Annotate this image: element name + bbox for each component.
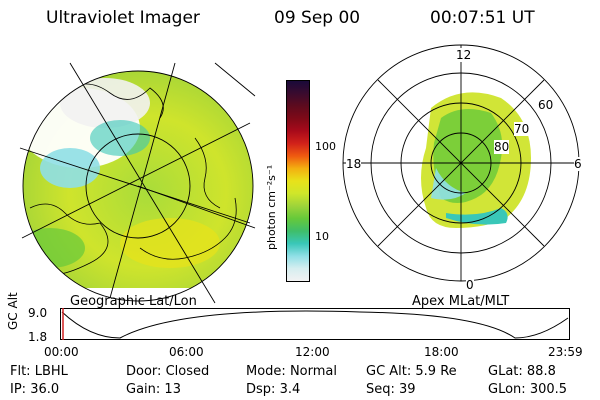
instrument-title: Ultraviolet Imager [46, 8, 200, 28]
colorbar [286, 80, 310, 282]
polar-plot [342, 44, 580, 282]
timeline-ytick-top: 9.0 [28, 306, 48, 320]
orbit-timeline [60, 308, 570, 340]
lat-label-70: 70 [514, 122, 530, 136]
lat-label-80: 80 [494, 140, 510, 154]
info-seq: Seq: 39 [366, 382, 416, 397]
mlt-label-right: 6 [574, 157, 582, 171]
right-panel-caption: Apex MLat/MLT [412, 294, 510, 309]
mlt-label-top: 12 [456, 48, 472, 62]
info-dsp: Dsp: 3.4 [246, 382, 301, 397]
info-gain: Gain: 13 [126, 382, 181, 397]
info-mode: Mode: Normal [246, 364, 337, 379]
timeline-xtick-1200: 12:00 [295, 345, 330, 359]
info-glat: GLat: 88.8 [488, 364, 556, 379]
info-glon: GLon: 300.5 [488, 382, 568, 397]
mlt-label-left: 18 [346, 157, 362, 171]
timeline-axis-label: GC Alt [6, 292, 20, 330]
left-panel-caption: Geographic Lat/Lon [70, 294, 197, 309]
timeline-xtick-0000: 00:00 [44, 345, 79, 359]
timeline-xtick-1800: 18:00 [424, 345, 459, 359]
timeline-ytick-bottom: 1.8 [28, 330, 48, 344]
date-label: 09 Sep 00 [274, 8, 361, 28]
info-flt: Flt: LBHL [10, 364, 68, 379]
info-door: Door: Closed [126, 364, 210, 379]
timeline-xtick-2359: 23:59 [548, 345, 583, 359]
colorbar-tick-100: 100 [315, 140, 336, 153]
time-label: 00:07:51 UT [430, 8, 535, 28]
lat-label-60: 60 [538, 98, 554, 112]
geographic-image [19, 62, 256, 304]
mlt-label-bottom: 0 [466, 278, 474, 292]
colorbar-tick-10: 10 [315, 230, 329, 243]
info-ip: IP: 36.0 [10, 382, 60, 397]
timeline-xtick-0600: 06:00 [169, 345, 204, 359]
colorbar-unit-label: photon cm⁻²s⁻¹ [265, 164, 278, 250]
info-gc-alt: GC Alt: 5.9 Re [366, 364, 457, 379]
